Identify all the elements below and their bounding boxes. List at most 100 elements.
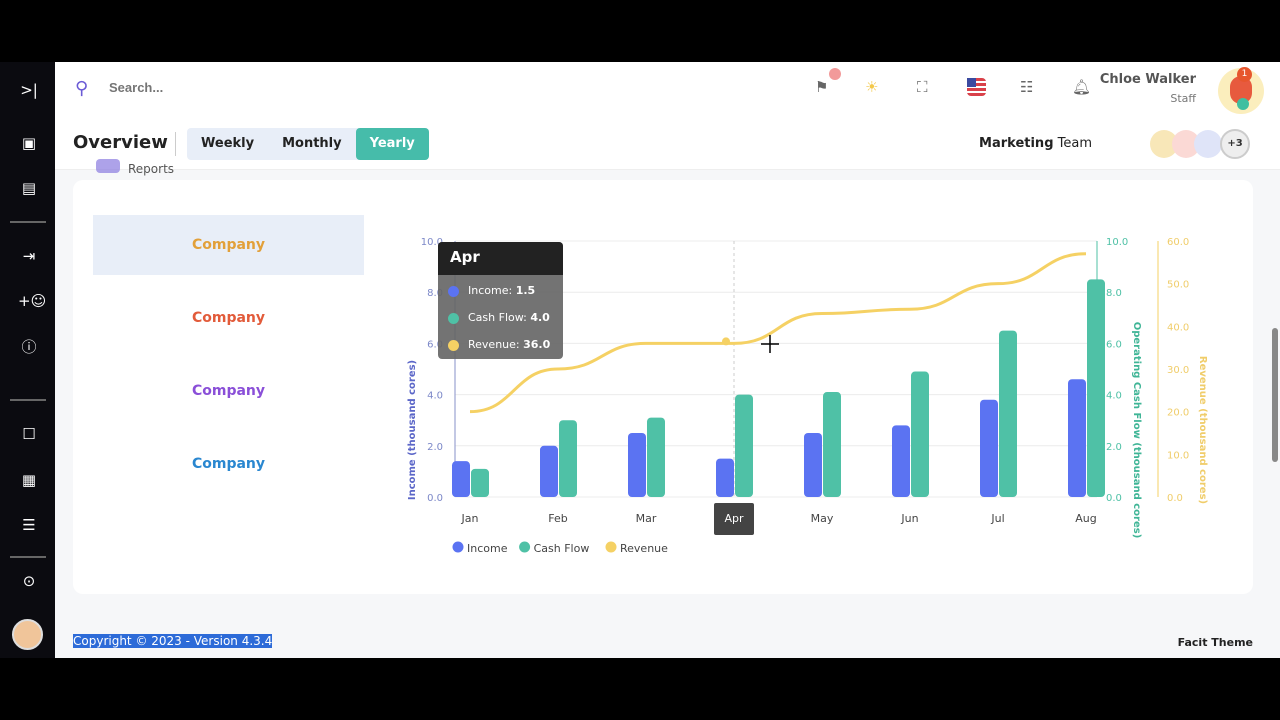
- login-icon[interactable]: ⇥: [22, 247, 36, 265]
- left-tick-label: 0.0: [427, 493, 443, 504]
- revenue-point: [722, 337, 730, 346]
- reports-icon: [96, 159, 120, 173]
- legend-marker: [452, 541, 464, 553]
- scrollbar[interactable]: [1272, 328, 1278, 462]
- revenue-axis-title: Revenue (thousand cores): [1197, 356, 1208, 504]
- right-tick-label: 8.0: [1106, 288, 1122, 299]
- notification-badge: 1: [1237, 67, 1252, 82]
- toggle-icon[interactable]: ⊙: [22, 572, 36, 590]
- tab-yearly[interactable]: Yearly: [355, 128, 429, 160]
- cashflow-bar: [823, 392, 841, 497]
- x-tick-label: Aug: [1075, 512, 1096, 525]
- right-tick-label: 10.0: [1106, 237, 1128, 248]
- theme-label[interactable]: Facit Theme: [1177, 636, 1253, 649]
- tooltip-label: Income:: [468, 284, 513, 297]
- collapse-sidebar-icon[interactable]: >|: [20, 81, 38, 99]
- settings-sliders-icon[interactable]: ☷: [1020, 78, 1034, 96]
- divider: [10, 556, 46, 558]
- cashflow-bar: [735, 394, 753, 497]
- right-axis-title: Operating Cash Flow (thousand cores): [1131, 322, 1142, 539]
- left-axis-title: Income (thousand cores): [407, 360, 418, 500]
- cashflow-bar: [471, 468, 489, 497]
- sub-header: Overview Weekly Monthly Yearly Marketing…: [55, 118, 1280, 170]
- square-icon[interactable]: ☐: [22, 425, 36, 443]
- x-tick-label: Feb: [548, 512, 567, 525]
- notification-dot: [829, 68, 841, 80]
- tooltip-row-income: Income: 1.5: [468, 284, 535, 297]
- legend-label: Income: [467, 542, 508, 555]
- cashflow-bar: [1087, 279, 1105, 497]
- x-tick-label: Jun: [900, 512, 918, 525]
- revenue-tick-label: 10.0: [1167, 450, 1189, 461]
- add-user-icon[interactable]: +☺: [18, 292, 47, 310]
- tooltip-value: 1.5: [515, 284, 536, 297]
- period-tabs: Weekly Monthly Yearly: [187, 128, 429, 160]
- chat-icon[interactable]: ▤: [21, 179, 37, 197]
- user-name[interactable]: Chloe Walker: [1099, 72, 1196, 87]
- company-logo: Company: [191, 310, 266, 326]
- top-bar: ⚲ ⚑ ☀ ⛶ ☷ 🔔︎ Chloe Walker Staff 1: [55, 62, 1280, 118]
- income-bar: [980, 399, 998, 497]
- financial-chart: 0.0 0.0 2.0 2.0 4.0 4.0 6.0 6.0 8.0 8.0 10.0 10.0 0.…: [407, 237, 1208, 555]
- right-tick-label: 4.0: [1106, 391, 1122, 402]
- tab-monthly[interactable]: Monthly: [282, 136, 342, 151]
- x-tick-label: Jan: [461, 512, 479, 525]
- online-status: [1237, 98, 1249, 110]
- company-item[interactable]: Company: [93, 434, 364, 494]
- legend-marker: [605, 541, 617, 553]
- tooltip-label: Revenue:: [468, 338, 520, 351]
- list-icon[interactable]: ☰: [22, 516, 36, 534]
- left-tick-label: 6.0: [427, 339, 443, 350]
- company-item[interactable]: Company: [93, 215, 364, 275]
- user-avatar[interactable]: [12, 619, 43, 650]
- revenue-tick-label: 0.0: [1167, 493, 1183, 504]
- legend-label: Cash Flow: [534, 542, 590, 555]
- income-bar: [540, 445, 558, 497]
- us-flag-icon[interactable]: [967, 78, 986, 96]
- dashboard-icon[interactable]: ▣: [21, 134, 37, 152]
- tooltip-title: Apr: [438, 242, 563, 275]
- copyright: Copyright © 2023 - Version 4.3.4: [73, 634, 273, 648]
- revenue-line: [469, 252, 1087, 414]
- x-tick-label: Mar: [636, 512, 657, 525]
- team-label: Marketing Team: [979, 136, 1092, 151]
- divider: [10, 399, 46, 401]
- tooltip-row-revenue: Revenue: 36.0: [468, 338, 550, 351]
- fullscreen-icon[interactable]: ⛶: [917, 78, 928, 96]
- cashflow-dot: [448, 313, 459, 324]
- cashflow-bar: [911, 371, 929, 497]
- company-item[interactable]: Company: [93, 288, 364, 348]
- divider: [10, 221, 46, 223]
- revenue-tick-label: 30.0: [1167, 365, 1189, 376]
- revenue-tick-label: 50.0: [1167, 280, 1189, 291]
- team-avatar[interactable]: [1194, 130, 1222, 158]
- company-logo: Company: [191, 237, 266, 253]
- search-input[interactable]: [109, 80, 309, 95]
- company-item[interactable]: Company: [93, 361, 364, 421]
- tooltip-value: 36.0: [523, 338, 551, 351]
- x-tick-label: Jul: [990, 512, 1004, 525]
- copyright-text: Copyright © 2023 - Version 4.3.4: [73, 634, 273, 648]
- info-icon[interactable]: ⓘ: [21, 338, 37, 356]
- user-role: Staff: [1170, 92, 1196, 105]
- x-tick-label: Apr: [724, 512, 744, 525]
- company-logo: Company: [191, 456, 266, 472]
- left-tick-label: 8.0: [427, 288, 443, 299]
- page-title: Overview: [73, 132, 168, 153]
- layout-icon[interactable]: ▦: [21, 471, 37, 489]
- cashflow-bar: [647, 417, 665, 497]
- cashflow-bar: [559, 420, 577, 497]
- income-bar: [892, 425, 910, 497]
- revenue-dot: [448, 340, 459, 351]
- divider: [175, 132, 176, 156]
- team-more-button[interactable]: +3: [1220, 129, 1250, 159]
- income-bar: [804, 433, 822, 497]
- sun-icon[interactable]: ☀: [865, 78, 879, 96]
- revenue-tick-label: 20.0: [1167, 408, 1189, 419]
- flag-icon[interactable]: ⚑: [815, 78, 829, 96]
- bell-icon[interactable]: 🔔︎: [1072, 78, 1092, 96]
- right-tick-label: 0.0: [1106, 493, 1122, 504]
- income-bar: [628, 433, 646, 497]
- tab-weekly[interactable]: Weekly: [201, 136, 255, 151]
- revenue-tick-label: 60.0: [1167, 237, 1189, 248]
